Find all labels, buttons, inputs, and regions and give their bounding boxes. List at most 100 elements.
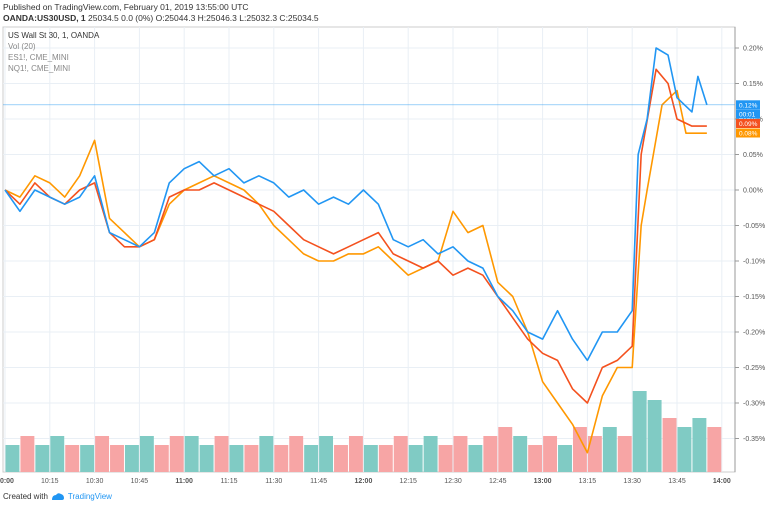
y-tick-label: 0.15% [743, 81, 763, 88]
price-label-bg [736, 109, 760, 119]
x-tick-label: 10:15 [41, 478, 59, 485]
price-label-bg [736, 100, 760, 110]
x-tick-label: 12:45 [489, 478, 507, 485]
y-tick-label: -0.35% [743, 436, 765, 443]
x-tick-label: 12:30 [444, 478, 462, 485]
volume-bar [80, 445, 95, 472]
y-tick-label: -0.30% [743, 401, 765, 408]
volume-bar [692, 418, 707, 472]
x-tick-label: 10:45 [131, 478, 149, 485]
volume-bar [453, 436, 468, 472]
legend-main-series[interactable]: US Wall St 30, 1, OANDA [8, 31, 100, 40]
volume-bar [632, 391, 647, 472]
x-tick-label: 11:45 [310, 478, 327, 485]
volume-bar [378, 445, 393, 472]
x-tick-label: 12:00 [354, 478, 372, 485]
volume-bar [468, 445, 483, 472]
series-line-red [4, 68, 707, 404]
created-with-text: Created with [3, 491, 48, 501]
legend-volume[interactable]: Vol (20) [8, 42, 36, 51]
volume-bar [274, 445, 289, 472]
volume-bar [558, 445, 572, 472]
x-tick-label: 12:15 [399, 478, 417, 485]
volume-bar [229, 445, 244, 472]
volume-bar [602, 427, 617, 472]
volume-bar [572, 427, 587, 472]
x-tick-label: 11:00 [175, 478, 193, 485]
volume-bar [35, 445, 50, 472]
x-tick-label: 13:15 [579, 478, 597, 485]
y-tick-label: 0.05% [743, 152, 763, 159]
symbol[interactable]: OANDA:US30USD, 1 [3, 13, 86, 23]
series-line-orange [4, 89, 707, 454]
volume-bar [139, 436, 154, 472]
price-label: 00:01 [739, 112, 756, 119]
x-tick-label: 10:00 [0, 478, 14, 485]
ohlc-quote: 25034.5 0.0 (0%) O:25044.3 H:25046.3 L:2… [88, 13, 319, 23]
volume-bar [528, 445, 543, 472]
volume-bar [110, 445, 124, 472]
y-tick-label: -0.10% [743, 259, 765, 266]
x-tick-label: 13:45 [668, 478, 686, 485]
footer: Created with TradingView [3, 491, 112, 501]
volume-bar [289, 436, 304, 472]
volume-bar [677, 427, 692, 472]
volume-bar [50, 436, 65, 472]
volume-bar [319, 436, 334, 472]
tradingview-brand[interactable]: TradingView [67, 491, 112, 501]
volume-bar [423, 436, 438, 472]
x-tick-label: 13:30 [623, 478, 641, 485]
y-tick-label: -0.20% [743, 330, 765, 337]
volume-bar [483, 436, 498, 472]
y-tick-label: -0.05% [743, 223, 765, 230]
x-tick-label: 14:00 [713, 478, 731, 485]
price-label: 0.08% [739, 131, 758, 138]
series-line-blue [4, 47, 708, 362]
volume-bar [543, 436, 558, 472]
volume-bar [393, 436, 408, 472]
volume-bar [20, 436, 35, 472]
volume-bar [199, 445, 214, 472]
volume-bar [5, 445, 20, 472]
tradingview-logo-icon [51, 493, 64, 500]
x-tick-label: 13:00 [534, 478, 552, 485]
x-tick-label: 11:15 [221, 478, 238, 485]
volume-bar [363, 445, 378, 472]
volume-bar [587, 436, 602, 472]
symbol-quote-line: OANDA:US30USD, 1 25034.5 0.0 (0%) O:2504… [3, 13, 319, 23]
y-tick-label: 0.00% [743, 188, 763, 195]
volume-bar [498, 427, 513, 472]
y-tick-label: -0.25% [743, 365, 765, 372]
volume-bar [707, 427, 722, 472]
x-tick-label: 11:30 [265, 478, 282, 485]
legend: US Wall St 30, 1, OANDA Vol (20) ES1!, C… [8, 30, 99, 74]
volume-bar [244, 445, 259, 472]
price-label-bg [736, 119, 760, 128]
volume-bar [662, 418, 677, 472]
volume-bar [169, 436, 184, 472]
price-label-bg [736, 128, 760, 138]
price-label: 0.09% [739, 121, 758, 128]
legend-nq[interactable]: NQ1!, CME_MINI [8, 64, 71, 73]
x-tick-label: 10:30 [86, 478, 104, 485]
volume-bar [259, 436, 274, 472]
volume-bar [647, 400, 662, 472]
legend-es[interactable]: ES1!, CME_MINI [8, 53, 69, 62]
volume-bar [65, 445, 80, 472]
y-tick-label: -0.15% [743, 294, 765, 301]
volume-bar [513, 436, 528, 472]
volume-bar [304, 445, 319, 472]
y-tick-label: 0.20% [743, 46, 763, 53]
plot-frame [2, 26, 736, 473]
volume-bar [124, 445, 139, 472]
published-line: Published on TradingView.com, February 0… [3, 2, 249, 12]
volume-bar [617, 436, 632, 472]
volume-bar [214, 436, 229, 472]
volume-bar [334, 445, 348, 472]
volume-bar [95, 436, 110, 472]
volume-bar [154, 445, 169, 472]
price-label: 0.12% [739, 102, 758, 109]
volume-bar [438, 445, 453, 472]
volume-bar [184, 436, 199, 472]
